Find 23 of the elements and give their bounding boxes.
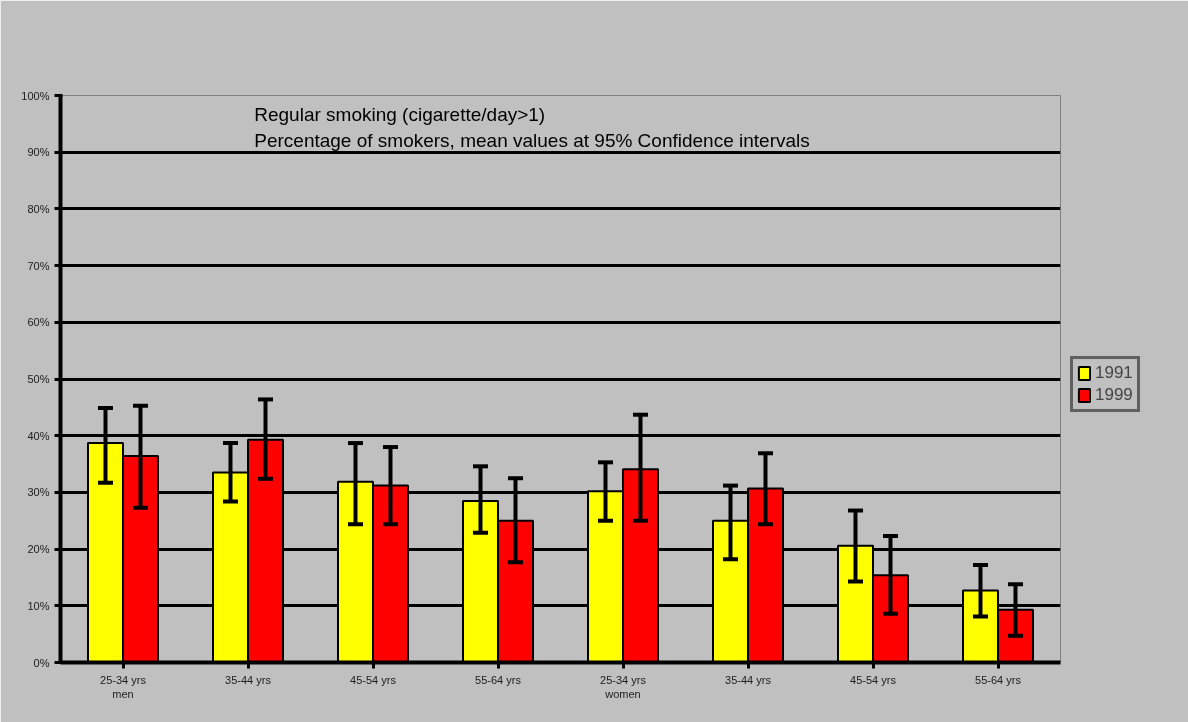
y-tick-label: 70%: [27, 259, 50, 272]
legend-label: 1991: [1095, 363, 1133, 383]
x-tick-label: 45-54 yrs: [350, 673, 397, 686]
text: Percentage of smokers, mean values at 95% Confidence intervals: [254, 129, 810, 151]
x-tick-label: 55-64 yrs: [975, 673, 1022, 686]
y-tick-label: 40%: [27, 429, 50, 442]
y-tick-label: 20%: [27, 543, 50, 556]
x-tick-label: 25-34 yrs women: [600, 673, 647, 700]
y-tick-label: 30%: [27, 486, 50, 499]
y-tick-label: 80%: [27, 202, 50, 215]
y-tick-label: 60%: [27, 316, 50, 329]
y-tick-label: 100%: [21, 89, 50, 102]
legend-label: 1999: [1095, 385, 1133, 405]
y-tick-label: 10%: [27, 599, 50, 612]
x-tick-label: 35-44 yrs: [725, 673, 772, 686]
x-tick-label: 35-44 yrs: [225, 673, 272, 686]
y-tick-label: 50%: [27, 373, 50, 385]
x-tick-label: 55-64 yrs: [475, 673, 522, 686]
x-tick-label: 45-54 yrs: [850, 673, 897, 686]
x-tick-label: 25-34 yrs men: [100, 673, 147, 700]
chart-title: Regular smoking (cigarette/day>1): [254, 104, 546, 125]
y-tick-label: 0%: [33, 656, 50, 669]
y-tick-label: 90%: [27, 146, 50, 159]
